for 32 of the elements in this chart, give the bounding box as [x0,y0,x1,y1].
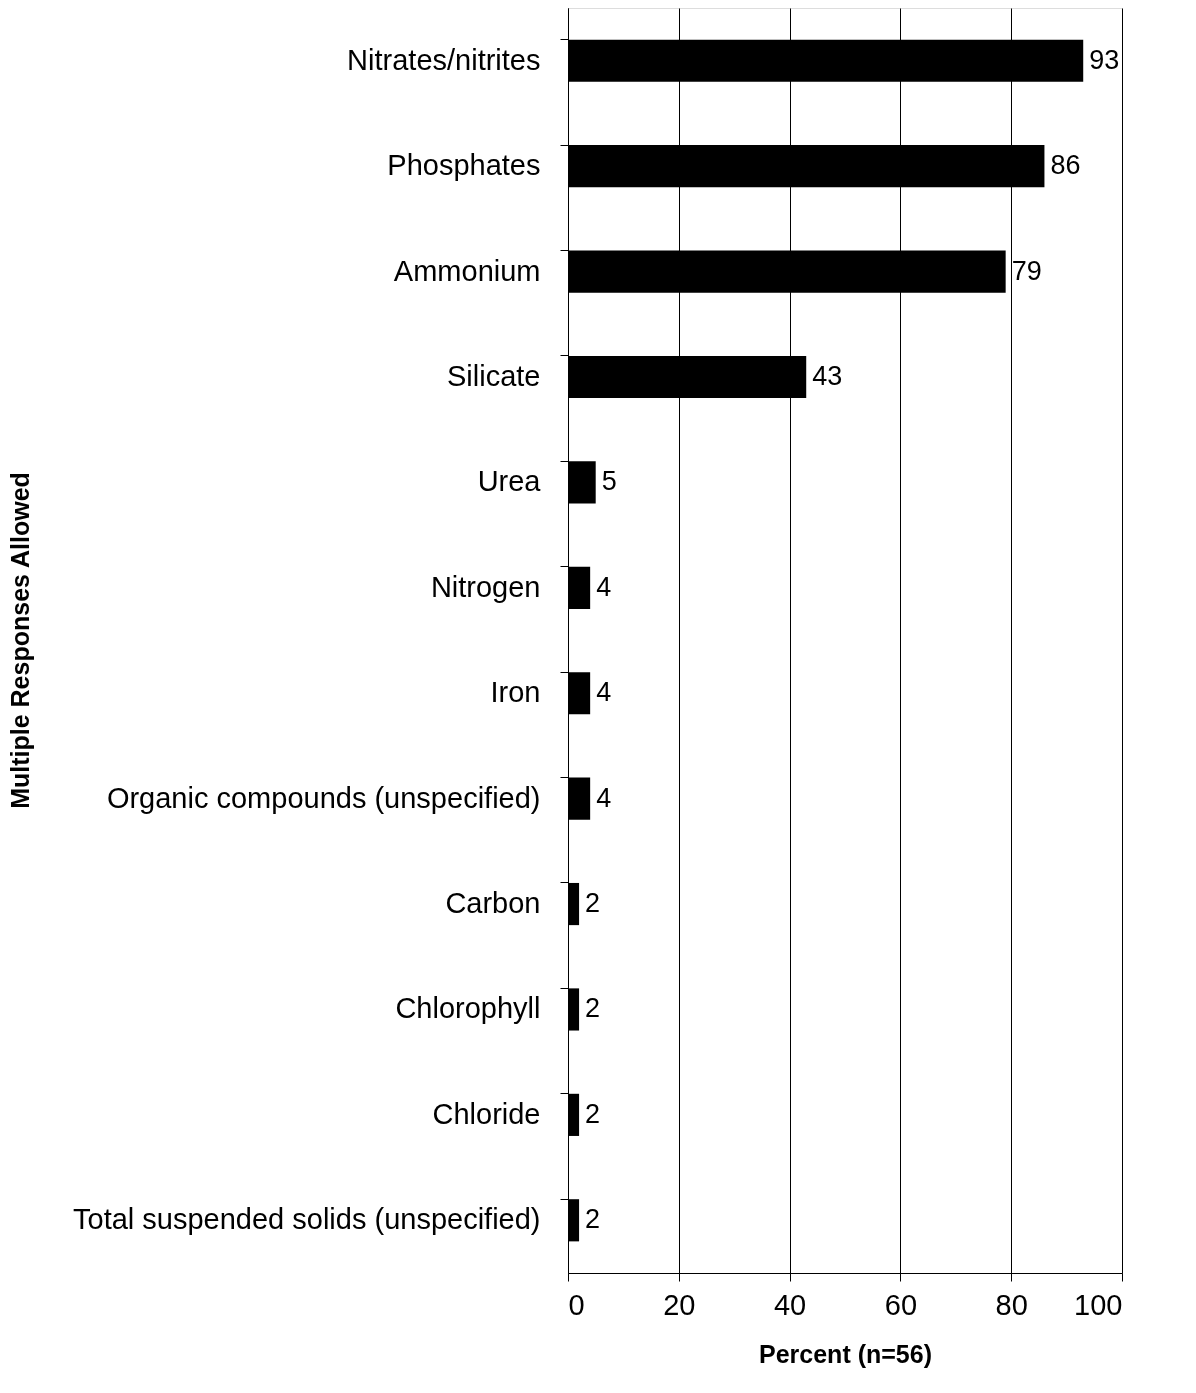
data-label: 2 [585,1098,601,1129]
y-tick-label: Nitrates/nitrites [347,43,541,76]
y-tick-label: Urea [477,465,542,498]
y-tick-label: Silicate [447,359,541,392]
data-label: 5 [601,466,617,497]
data-label: 2 [585,993,601,1024]
data-label: 86 [1050,150,1081,181]
x-axis-title: Percent (n=56) [759,1339,932,1368]
y-tick-label: Organic compounds (unspecified) [106,781,541,814]
data-label: 79 [1011,255,1042,286]
data-label: 2 [585,1204,601,1235]
y-tick-label: Carbon [445,887,541,920]
y-tick-label: Phosphates [387,149,541,182]
y-tick-label: Total suspended solids (unspecified) [73,1203,541,1236]
x-tick-label: 0 [568,1288,585,1321]
y-axis-title: Multiple Responses Allowed [5,472,34,809]
x-tick-label: 80 [995,1288,1028,1321]
data-label: 93 [1089,44,1120,75]
data-label: 4 [596,677,612,708]
data-label: 4 [596,782,612,813]
y-tick-label: Chlorophyll [395,992,541,1025]
x-tick-label: 20 [663,1288,696,1321]
y-tick-label: Chloride [432,1097,541,1130]
data-label: 43 [812,360,843,391]
y-tick-label: Ammonium [393,254,541,287]
x-tick-label: 60 [884,1288,918,1321]
data-label: 2 [585,888,601,919]
x-tick-label: 40 [773,1288,807,1321]
y-tick-label: Iron [490,676,541,709]
data-label: 4 [596,571,612,602]
x-tick-label: 100 [1074,1288,1123,1321]
y-tick-label: Nitrogen [430,570,541,603]
